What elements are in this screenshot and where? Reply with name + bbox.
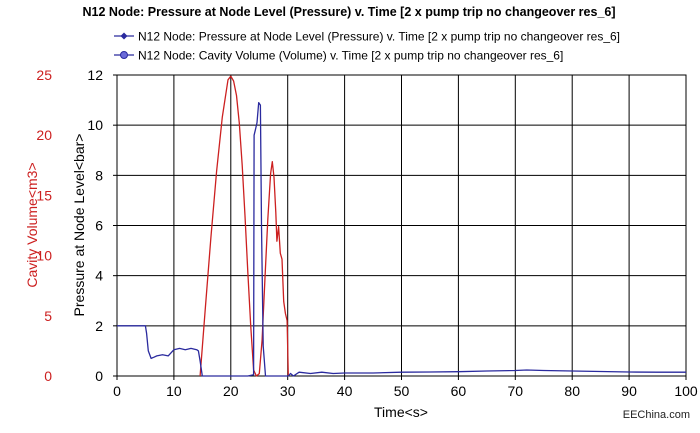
legend-label-pressure: N12 Node: Pressure at Node Level (Pressu… <box>138 30 620 44</box>
y-tick-label-cavity-volume: 10 <box>36 248 52 264</box>
legend-label-cavity-volume: N12 Node: Cavity Volume (Volume) v. Time… <box>138 49 563 63</box>
diamond-marker-icon <box>120 32 128 40</box>
y-axis-label-pressure: Pressure at Node Level<bar> <box>71 134 87 317</box>
x-tick-label: 60 <box>451 383 467 399</box>
y-tick-label-cavity-volume: 20 <box>36 127 52 143</box>
x-axis-label: Time<s> <box>374 404 428 420</box>
axis-ticks: 0 10 20 30 40 50 60 70 80 90 100 0 2 4 6 8 10 12 0 5 10 15 20 2… <box>36 67 697 399</box>
series-line-cavity-volume <box>199 75 289 377</box>
y-tick-label-pressure: 4 <box>95 268 103 284</box>
x-tick-label: 50 <box>394 383 410 399</box>
y-tick-label-pressure: 8 <box>95 167 103 183</box>
x-tick-label: 70 <box>508 383 524 399</box>
legend-entry-cavity-volume[interactable]: N12 Node: Cavity Volume (Volume) v. Time… <box>114 49 563 63</box>
legend-entry-pressure[interactable]: N12 Node: Pressure at Node Level (Pressu… <box>114 30 620 44</box>
y-axis-label-cavity-volume: Cavity Volume<m3> <box>24 162 40 287</box>
y-tick-label-cavity-volume: 0 <box>44 368 52 384</box>
x-tick-label: 30 <box>280 383 296 399</box>
legend: N12 Node: Pressure at Node Level (Pressu… <box>114 30 620 63</box>
chart-title: N12 Node: Pressure at Node Level (Pressu… <box>82 5 615 19</box>
x-tick-label: 20 <box>223 383 239 399</box>
series-group <box>117 75 686 377</box>
y-tick-label-cavity-volume: 5 <box>44 308 52 324</box>
y-tick-label-pressure: 0 <box>95 368 103 384</box>
x-tick-label: 40 <box>337 383 353 399</box>
x-tick-label: 10 <box>166 383 182 399</box>
series-line-pressure <box>117 101 686 377</box>
y-tick-label-pressure: 10 <box>87 117 103 133</box>
circle-marker-icon <box>120 51 128 59</box>
y-tick-label-pressure: 2 <box>95 318 103 334</box>
x-tick-label: 0 <box>113 383 121 399</box>
y-tick-label-cavity-volume: 15 <box>36 187 52 203</box>
y-tick-label-pressure: 12 <box>87 67 103 83</box>
y-tick-label-pressure: 6 <box>95 218 103 234</box>
y-tick-label-cavity-volume: 25 <box>36 67 52 83</box>
watermark-text: EEChina.com <box>623 409 690 421</box>
x-tick-label: 90 <box>621 383 637 399</box>
x-tick-label: 80 <box>564 383 580 399</box>
x-tick-label: 100 <box>674 383 698 399</box>
